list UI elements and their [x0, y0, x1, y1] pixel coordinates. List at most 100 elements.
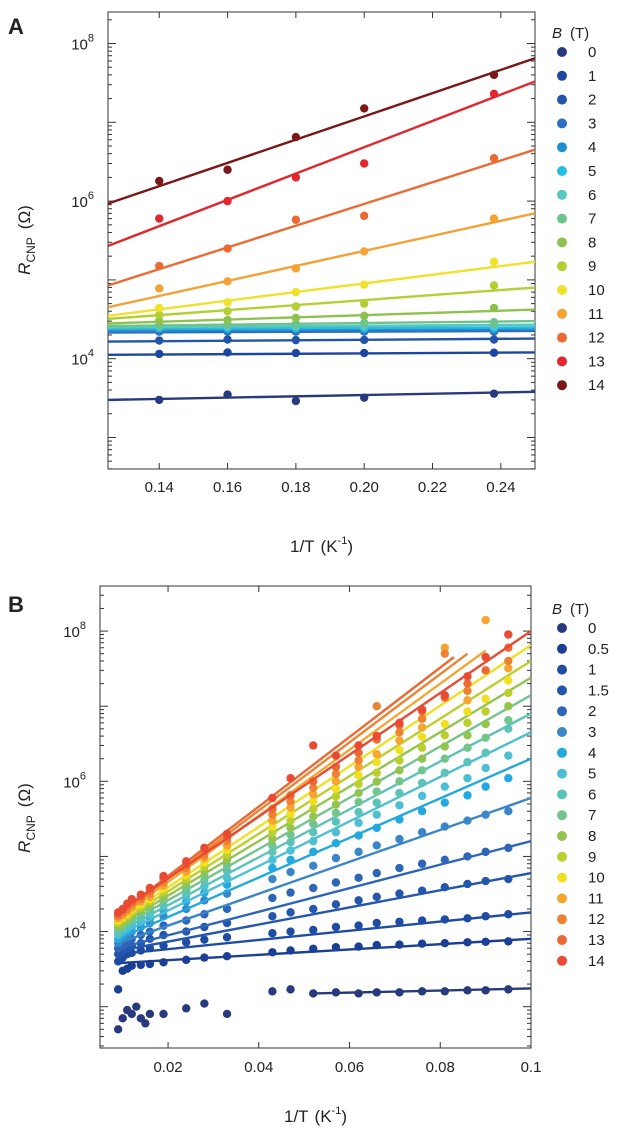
- legend-label: 14: [588, 953, 605, 970]
- data-point-1.5: [331, 900, 341, 909]
- data-point-10: [360, 280, 369, 289]
- data-point-0.5: [331, 942, 341, 952]
- data-point-6: [395, 788, 404, 798]
- data-point-1: [291, 348, 301, 358]
- data-point-5: [504, 751, 513, 760]
- data-point-0: [286, 985, 295, 994]
- data-point-6: [331, 817, 341, 826]
- data-point-0.5: [481, 937, 490, 947]
- y-tick-label: 106: [71, 190, 94, 211]
- data-point-1: [286, 927, 295, 936]
- data-point-5: [268, 855, 277, 865]
- legend-label: 7: [588, 807, 596, 824]
- legend-marker-0.5: [557, 643, 567, 654]
- data-point-12: [268, 810, 277, 819]
- legend-label: 3: [588, 724, 596, 741]
- data-point-1: [223, 348, 232, 357]
- y-tick-label: 106: [63, 770, 86, 791]
- data-point-1: [489, 348, 499, 357]
- legend-label: 3: [588, 115, 596, 132]
- data-point-0: [354, 989, 363, 998]
- data-point-2: [463, 852, 472, 861]
- fit-line-11: [108, 212, 535, 309]
- data-point-0.5: [268, 948, 277, 957]
- data-point-10: [286, 809, 295, 818]
- data-point-14: [372, 731, 381, 741]
- fit-line-4: [117, 757, 531, 940]
- data-point-8: [489, 303, 499, 313]
- data-point-11: [309, 790, 318, 799]
- data-point-7: [268, 841, 277, 850]
- data-point-3: [481, 810, 490, 819]
- legend-label: 0: [588, 44, 596, 61]
- fit-line-2: [117, 839, 531, 950]
- legend-marker-0: [557, 47, 567, 57]
- data-point-11: [155, 284, 164, 293]
- data-point-7: [395, 777, 404, 786]
- data-point-11: [463, 696, 472, 705]
- data-point-14: [481, 652, 490, 662]
- data-point-12: [463, 686, 472, 696]
- data-point-1: [440, 915, 449, 924]
- data-point-14: [159, 871, 168, 881]
- data-point-6: [504, 724, 513, 734]
- data-point-11: [223, 277, 232, 286]
- data-point-13: [463, 679, 472, 688]
- legend-label: 10: [588, 282, 605, 299]
- data-point-9: [395, 756, 404, 765]
- legend-label: 14: [588, 377, 605, 394]
- x-axis-unit-close: ): [341, 1107, 347, 1126]
- data-point-4: [417, 807, 427, 816]
- x-axis-var: 1/T: [290, 537, 315, 556]
- data-point-14: [268, 793, 277, 803]
- data-point-1: [504, 910, 513, 919]
- legend-label: 6: [588, 786, 596, 803]
- data-point-0: [372, 988, 381, 997]
- data-point-5: [331, 828, 341, 837]
- data-point-0: [200, 999, 209, 1008]
- data-point-0: [291, 396, 301, 406]
- data-point-3: [268, 874, 277, 884]
- y-tick-exp: 4: [80, 921, 86, 933]
- legend-title: B (T): [552, 601, 589, 618]
- fit-line-13: [117, 656, 455, 916]
- legend-marker-3: [557, 727, 567, 737]
- data-point-8: [481, 719, 490, 729]
- data-point-14: [200, 843, 209, 853]
- data-point-5: [417, 791, 427, 801]
- data-point-7: [440, 754, 449, 763]
- data-point-5: [440, 782, 449, 791]
- data-point-7: [463, 743, 472, 752]
- data-point-12: [360, 211, 369, 221]
- data-point-1.5: [463, 879, 472, 889]
- data-point-10: [463, 707, 472, 716]
- data-point-3: [440, 822, 449, 831]
- data-point-0: [223, 390, 232, 399]
- fit-line-14: [117, 630, 531, 914]
- x-tick-label: 0.02: [153, 1059, 182, 1076]
- fit-line-14: [108, 57, 535, 205]
- legend-label: 1: [588, 68, 596, 85]
- data-point-0: [118, 1014, 127, 1023]
- data-point-4: [309, 847, 318, 857]
- data-point-14: [145, 883, 155, 893]
- data-point-1.5: [481, 876, 490, 886]
- data-point-10: [155, 303, 164, 313]
- data-point-8: [372, 777, 381, 786]
- x-tick-label: 0.22: [418, 479, 447, 496]
- legend-marker-5: [557, 166, 567, 176]
- fit-line-3: [117, 796, 531, 945]
- x-tick-label: 0.04: [244, 1059, 273, 1076]
- data-point-9: [291, 302, 301, 311]
- data-point-14: [286, 774, 295, 783]
- fit-line-12: [108, 148, 535, 287]
- data-point-14: [223, 165, 232, 174]
- data-point-13: [291, 173, 301, 182]
- data-point-0: [141, 1019, 150, 1028]
- data-point-2: [440, 855, 449, 865]
- data-point-7: [481, 733, 490, 742]
- data-point-13: [360, 159, 369, 168]
- data-point-6: [286, 837, 295, 847]
- fit-line-0: [108, 390, 535, 402]
- y-axis-var: R: [15, 263, 34, 275]
